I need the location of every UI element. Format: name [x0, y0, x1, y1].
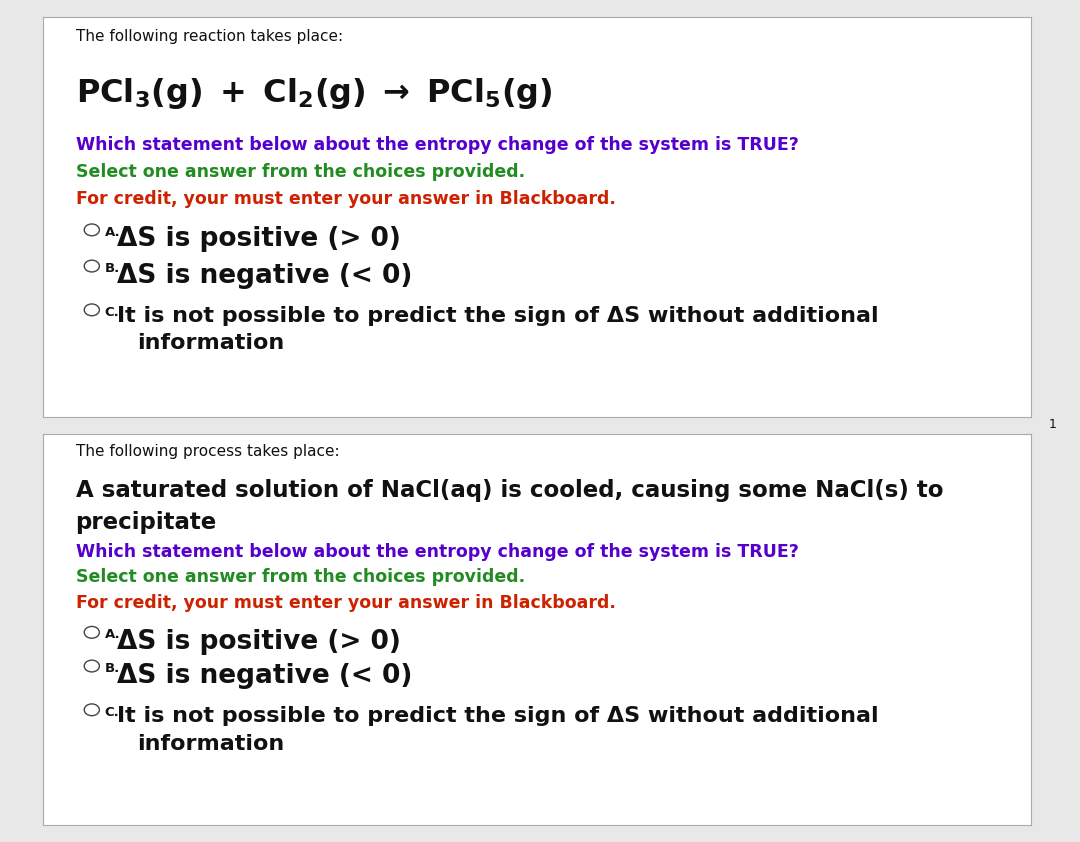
Text: Which statement below about the entropy change of the system is TRUE?: Which statement below about the entropy …: [76, 136, 798, 154]
Text: It is not possible to predict the sign of ΔS without additional: It is not possible to predict the sign o…: [117, 306, 878, 327]
Text: information: information: [137, 333, 284, 354]
Text: A.: A.: [105, 628, 120, 641]
Text: information: information: [137, 734, 284, 754]
Text: A saturated solution of NaCl(aq) is cooled, causing some NaCl(s) to: A saturated solution of NaCl(aq) is cool…: [76, 479, 943, 502]
Text: For credit, your must enter your answer in Blackboard.: For credit, your must enter your answer …: [76, 190, 616, 208]
Text: The following reaction takes place:: The following reaction takes place:: [76, 29, 342, 45]
Text: Which statement below about the entropy change of the system is TRUE?: Which statement below about the entropy …: [76, 543, 798, 561]
Text: ΔS is positive (> 0): ΔS is positive (> 0): [117, 629, 401, 655]
Text: C.: C.: [105, 706, 120, 718]
Text: 1: 1: [1049, 418, 1056, 431]
Text: precipitate: precipitate: [76, 511, 217, 534]
Text: ΔS is negative (< 0): ΔS is negative (< 0): [117, 263, 411, 289]
Text: For credit, your must enter your answer in Blackboard.: For credit, your must enter your answer …: [76, 594, 616, 611]
Text: B.: B.: [105, 662, 120, 674]
Text: The following process takes place:: The following process takes place:: [76, 444, 339, 459]
Text: B.: B.: [105, 262, 120, 274]
Text: $\mathbf{PCl_3(g)\ +\ Cl_2(g)\ \rightarrow\ PCl_5(g)}$: $\mathbf{PCl_3(g)\ +\ Cl_2(g)\ \rightarr…: [76, 76, 552, 111]
Text: ΔS is positive (> 0): ΔS is positive (> 0): [117, 226, 401, 253]
Text: Select one answer from the choices provided.: Select one answer from the choices provi…: [76, 568, 525, 586]
Text: C.: C.: [105, 306, 120, 318]
Text: Select one answer from the choices provided.: Select one answer from the choices provi…: [76, 163, 525, 181]
Text: It is not possible to predict the sign of ΔS without additional: It is not possible to predict the sign o…: [117, 706, 878, 727]
Text: ΔS is negative (< 0): ΔS is negative (< 0): [117, 663, 411, 689]
Text: A.: A.: [105, 226, 120, 238]
